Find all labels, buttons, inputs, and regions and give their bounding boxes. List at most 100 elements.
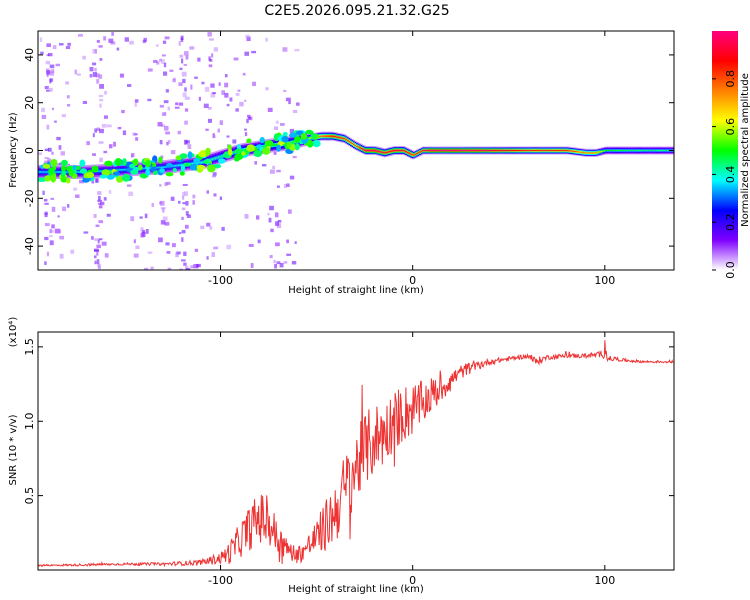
noise-cell	[286, 239, 289, 244]
noise-cell	[294, 241, 297, 244]
ridge-cell	[632, 150, 636, 151]
ridge-cell	[426, 150, 430, 151]
ridge-cell	[655, 150, 659, 151]
ridge-cell	[651, 150, 654, 151]
ridge-cell	[386, 151, 390, 153]
ridge-blob	[295, 130, 304, 136]
noise-cell	[66, 103, 71, 107]
snr-panel: -100 0 100 0.5 1.0 1.5 Height of straight lin…	[8, 317, 675, 595]
ridge-blob	[60, 176, 68, 183]
ridge-blob	[312, 139, 321, 148]
noise-cell	[97, 199, 102, 202]
ridge-cell	[659, 150, 662, 151]
noise-cell	[286, 253, 292, 256]
noise-cell	[49, 64, 55, 69]
noise-cell	[183, 63, 188, 66]
noise-cell	[244, 51, 250, 56]
ridge-cell	[179, 164, 182, 167]
ridge-blob	[79, 159, 86, 168]
ridge-cell	[436, 150, 439, 151]
ridge-cell	[119, 169, 122, 171]
ridge-cell	[608, 150, 611, 151]
ridge-cell	[586, 152, 589, 154]
ridge-blob	[150, 166, 157, 172]
ridge-cell	[629, 150, 632, 151]
ridge-cell	[500, 150, 503, 151]
spectrogram-xtick-label: 0	[409, 274, 416, 287]
noise-cell	[55, 63, 60, 67]
noise-cell	[261, 163, 267, 167]
ridge-cell	[542, 150, 545, 151]
noise-cell	[181, 58, 184, 64]
noise-cell	[177, 130, 181, 135]
ridge-blob	[44, 175, 52, 182]
ridge-cell	[502, 150, 505, 151]
snr-xlabel: Height of straight line (km)	[288, 584, 424, 595]
ridge-cell	[121, 168, 124, 171]
noise-cell	[181, 207, 186, 211]
ridge-blob	[305, 129, 314, 135]
ridge-cell	[308, 137, 311, 139]
ridge-cell	[560, 150, 563, 151]
noise-cell	[98, 220, 104, 224]
noise-cell	[170, 196, 175, 201]
noise-cell	[206, 256, 209, 260]
noise-cell	[265, 87, 269, 91]
noise-cell	[144, 267, 149, 270]
noise-cell	[184, 224, 189, 229]
noise-cell	[103, 197, 107, 201]
noise-cell	[51, 224, 55, 229]
ridge-cell	[262, 145, 265, 148]
ridge-cell	[77, 171, 81, 173]
ridge-blob	[159, 168, 165, 174]
noise-cell	[99, 98, 104, 102]
noise-cell	[57, 215, 60, 218]
ridge-cell	[411, 154, 414, 156]
noise-cell	[204, 86, 210, 92]
noise-cell	[211, 53, 214, 58]
colorbar-tick-label: 0.6	[724, 118, 737, 136]
noise-cell	[44, 202, 49, 205]
noise-cell	[211, 252, 215, 257]
ridge-cell	[457, 150, 460, 151]
ridge-cell	[463, 150, 466, 151]
ridge-cell	[662, 150, 665, 151]
noise-cell	[134, 133, 138, 136]
spectrogram-ytick-label: -20	[23, 189, 36, 207]
colorbar-tick-label: 0.8	[724, 70, 737, 88]
ridge-blob	[86, 172, 95, 178]
ridge-cell	[357, 146, 360, 148]
noise-cell	[179, 54, 184, 58]
ridge-cell	[642, 150, 645, 151]
ridge-cell	[42, 171, 45, 173]
noise-cell	[213, 135, 216, 139]
noise-cell	[51, 206, 56, 212]
noise-cell	[106, 124, 112, 128]
ridge-cell	[419, 151, 422, 153]
ridge-cell	[156, 166, 159, 169]
ridge-cell	[263, 145, 267, 148]
ridge-cell	[44, 171, 47, 173]
noise-cell	[167, 267, 172, 270]
noise-cell	[93, 255, 97, 259]
noise-cell	[205, 128, 209, 131]
noise-cell	[126, 84, 132, 87]
noise-cell	[163, 62, 167, 68]
spectrogram-xtick-label: -100	[208, 274, 233, 287]
noise-cell	[58, 229, 62, 234]
ridge-cell	[406, 151, 410, 153]
noise-cell	[97, 266, 101, 270]
ridge-cell	[588, 152, 591, 154]
spectrogram-noise	[38, 32, 300, 270]
ridge-cell	[348, 141, 351, 143]
noise-cell	[139, 216, 143, 219]
noise-cell	[208, 56, 211, 61]
ridge-cell	[383, 152, 386, 154]
ridge-cell	[382, 151, 385, 154]
noise-cell	[159, 184, 162, 187]
ridge-cell	[359, 147, 362, 149]
ridge-blob	[122, 173, 131, 182]
ridge-cell	[526, 150, 529, 151]
ridge-cell	[571, 150, 574, 152]
ridge-blob	[289, 132, 297, 138]
